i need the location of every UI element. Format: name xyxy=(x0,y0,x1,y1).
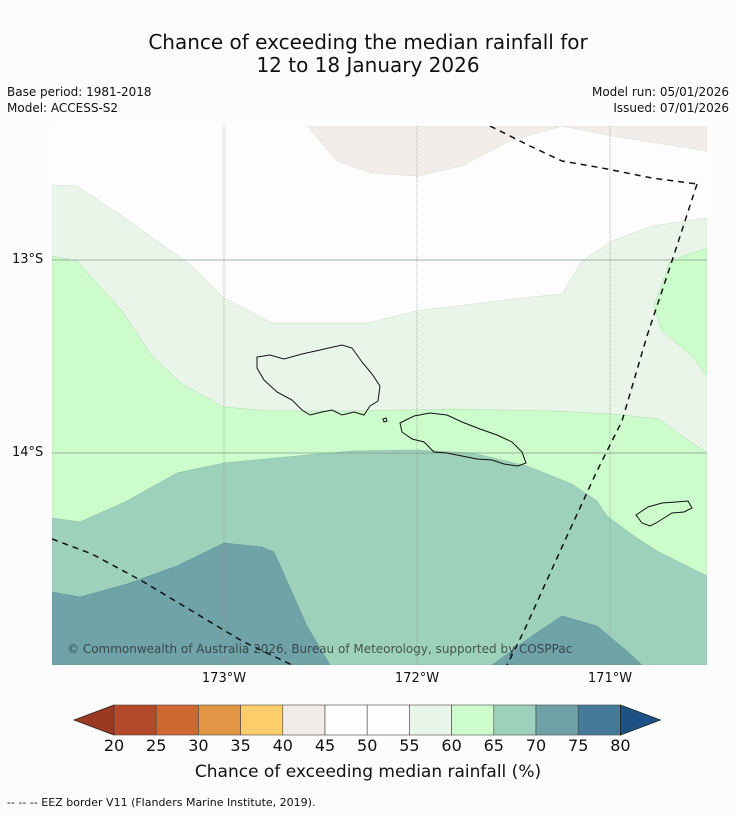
colorbar-extend-low xyxy=(72,704,115,736)
colorbar-swatch-55-60 xyxy=(409,704,452,736)
colorbar-swatch-30-35 xyxy=(198,704,241,736)
meta-left: Base period: 1981-2018 Model: ACCESS-S2 xyxy=(7,84,152,116)
colorbar-tick-25: 25 xyxy=(146,736,167,755)
colorbar-tick-40: 40 xyxy=(272,736,293,755)
colorbar-tick-20: 20 xyxy=(103,736,125,755)
colorbar-tick-60: 60 xyxy=(441,736,462,755)
colorbar-label: Chance of exceeding median rainfall (%) xyxy=(194,762,542,782)
colorbar-swatch-25-30 xyxy=(155,704,199,736)
colorbar-swatch-20-25 xyxy=(113,704,157,736)
colorbar-tick-65: 65 xyxy=(483,736,504,755)
title-line-2: 12 to 18 January 2026 xyxy=(256,53,480,77)
colorbar-tick-80: 80 xyxy=(610,736,631,755)
eez-border-east xyxy=(506,183,698,665)
eez-border-southwest xyxy=(52,538,293,665)
band-45-50 xyxy=(306,126,707,177)
colorbar-tick-30: 30 xyxy=(188,736,209,755)
eez-source-note: -- -- -- EEZ border V11 (Flanders Marine… xyxy=(7,796,316,809)
colorbar-tick-70: 70 xyxy=(525,736,547,755)
colorbar-swatch-75-80 xyxy=(577,704,621,736)
islands xyxy=(256,344,693,527)
band-70-75-east xyxy=(491,615,643,665)
base-period: Base period: 1981-2018 xyxy=(7,85,152,99)
colorbar-swatch-35-40 xyxy=(240,704,284,736)
issued-date: Issued: 07/01/2026 xyxy=(613,101,729,115)
colorbar-tick-75: 75 xyxy=(568,736,589,755)
colorbar-tick-55: 55 xyxy=(399,736,420,755)
model-name: Model: ACCESS-S2 xyxy=(7,101,119,115)
colorbar-tick-35: 35 xyxy=(230,736,251,755)
graticule xyxy=(52,126,707,665)
manono-island xyxy=(382,417,388,423)
colorbar-swatch-50-55 xyxy=(366,704,410,736)
meta-right: Model run: 05/01/2026 Issued: 07/01/2026 xyxy=(592,84,729,116)
band-60-65-east xyxy=(653,247,707,377)
colorbar-swatch-60-65 xyxy=(451,704,495,736)
copyright-notice: © Commonwealth of Australia 2026, Bureau… xyxy=(67,642,573,656)
eez-border-north xyxy=(489,126,698,185)
eez-border xyxy=(52,126,698,665)
colorbar-tick-50: 50 xyxy=(357,736,378,755)
colorbar-extend-high xyxy=(620,704,662,736)
lon-label-172w: 172°W xyxy=(394,671,440,686)
lon-label-173w: 173°W xyxy=(201,671,247,686)
colorbar xyxy=(72,704,662,736)
title-line-1: Chance of exceeding the median rainfall … xyxy=(148,30,588,54)
lon-label-171w: 171°W xyxy=(587,671,633,686)
upolu-island xyxy=(399,412,527,467)
lat-label-14s: 14°S xyxy=(12,445,44,460)
rainfall-map xyxy=(52,126,707,665)
colorbar-swatch-45-50 xyxy=(324,704,368,736)
band-70-75 xyxy=(52,542,331,665)
colorbar-swatch-70-75 xyxy=(535,704,579,736)
colorbar-swatch-40-45 xyxy=(282,704,326,736)
model-run: Model run: 05/01/2026 xyxy=(591,85,729,99)
chart-title: Chance of exceeding the median rainfall … xyxy=(0,31,736,77)
colorbar-swatch-65-70 xyxy=(493,704,537,736)
tutuila-island xyxy=(635,500,693,527)
colorbar-tick-45: 45 xyxy=(314,736,336,755)
lat-label-13s: 13°S xyxy=(12,252,44,267)
savaii-island xyxy=(256,344,381,416)
